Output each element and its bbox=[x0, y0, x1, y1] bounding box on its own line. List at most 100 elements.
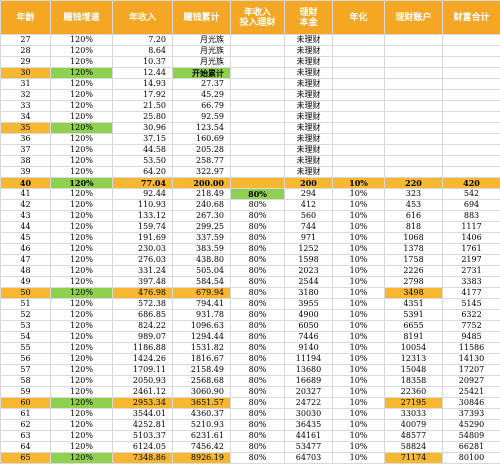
cell-invest[interactable]: 80% bbox=[231, 244, 285, 255]
cell-age[interactable]: 37 bbox=[1, 145, 51, 156]
cell-income[interactable]: 2050.93 bbox=[113, 376, 173, 387]
cell-rate[interactable]: 10% bbox=[333, 409, 385, 420]
cell-income[interactable]: 7348.86 bbox=[113, 453, 173, 464]
cell-invest[interactable]: 80% bbox=[231, 288, 285, 299]
cell-invest[interactable] bbox=[231, 35, 285, 46]
cell-invest[interactable] bbox=[231, 156, 285, 167]
cell-principal[interactable]: 未理财 bbox=[285, 167, 333, 178]
cell-cumulative[interactable]: 337.59 bbox=[173, 233, 231, 244]
cell-age[interactable]: 63 bbox=[1, 431, 51, 442]
cell-cumulative[interactable]: 月光族 bbox=[173, 46, 231, 57]
cell-rate[interactable]: 10% bbox=[333, 222, 385, 233]
cell-rate[interactable] bbox=[333, 134, 385, 145]
cell-wealth[interactable]: 1117 bbox=[443, 222, 500, 233]
cell-rate[interactable]: 10% bbox=[333, 299, 385, 310]
cell-wealth[interactable]: 9485 bbox=[443, 332, 500, 343]
cell-income[interactable]: 64.20 bbox=[113, 167, 173, 178]
cell-growth[interactable]: 120% bbox=[51, 79, 113, 90]
cell-principal[interactable]: 未理财 bbox=[285, 35, 333, 46]
cell-cumulative[interactable]: 8926.19 bbox=[173, 453, 231, 464]
cell-wealth[interactable]: 2731 bbox=[443, 266, 500, 277]
cell-account[interactable]: 1758 bbox=[385, 255, 443, 266]
cell-account[interactable] bbox=[385, 134, 443, 145]
cell-principal[interactable]: 30030 bbox=[285, 409, 333, 420]
cell-principal[interactable]: 未理财 bbox=[285, 57, 333, 68]
cell-invest[interactable]: 80% bbox=[231, 442, 285, 453]
cell-age[interactable]: 32 bbox=[1, 90, 51, 101]
cell-invest[interactable]: 80% bbox=[231, 387, 285, 398]
cell-age[interactable]: 43 bbox=[1, 211, 51, 222]
cell-principal[interactable]: 744 bbox=[285, 222, 333, 233]
cell-income[interactable]: 476.98 bbox=[113, 288, 173, 299]
cell-growth[interactable]: 120% bbox=[51, 332, 113, 343]
cell-income[interactable]: 824.22 bbox=[113, 321, 173, 332]
cell-growth[interactable]: 120% bbox=[51, 90, 113, 101]
cell-age[interactable]: 41 bbox=[1, 189, 51, 200]
cell-income[interactable]: 133.12 bbox=[113, 211, 173, 222]
cell-wealth[interactable]: 7752 bbox=[443, 321, 500, 332]
cell-principal[interactable]: 36435 bbox=[285, 420, 333, 431]
cell-cumulative[interactable]: 92.59 bbox=[173, 112, 231, 123]
cell-principal[interactable]: 未理财 bbox=[285, 145, 333, 156]
cell-age[interactable]: 60 bbox=[1, 398, 51, 409]
cell-wealth[interactable]: 30846 bbox=[443, 398, 500, 409]
cell-growth[interactable]: 120% bbox=[51, 409, 113, 420]
cell-income[interactable]: 7.20 bbox=[113, 35, 173, 46]
cell-cumulative[interactable]: 240.68 bbox=[173, 200, 231, 211]
cell-invest[interactable] bbox=[231, 57, 285, 68]
header-cumulative[interactable]: 赚钱累计 bbox=[173, 1, 231, 35]
cell-principal[interactable]: 未理财 bbox=[285, 134, 333, 145]
cell-account[interactable]: 3498 bbox=[385, 288, 443, 299]
cell-cumulative[interactable]: 2568.68 bbox=[173, 376, 231, 387]
cell-rate[interactable]: 10% bbox=[333, 431, 385, 442]
cell-wealth[interactable]: 542 bbox=[443, 189, 500, 200]
cell-cumulative[interactable]: 200.00 bbox=[173, 178, 231, 189]
cell-account[interactable]: 818 bbox=[385, 222, 443, 233]
cell-invest[interactable] bbox=[231, 101, 285, 112]
cell-invest[interactable]: 80% bbox=[231, 277, 285, 288]
cell-growth[interactable]: 120% bbox=[51, 167, 113, 178]
cell-principal[interactable]: 未理财 bbox=[285, 46, 333, 57]
cell-wealth[interactable]: 45290 bbox=[443, 420, 500, 431]
cell-cumulative[interactable]: 794.41 bbox=[173, 299, 231, 310]
cell-rate[interactable]: 10% bbox=[333, 321, 385, 332]
cell-principal[interactable]: 6050 bbox=[285, 321, 333, 332]
cell-account[interactable]: 58824 bbox=[385, 442, 443, 453]
cell-growth[interactable]: 120% bbox=[51, 211, 113, 222]
cell-invest[interactable] bbox=[231, 68, 285, 79]
cell-account[interactable] bbox=[385, 35, 443, 46]
cell-age[interactable]: 59 bbox=[1, 387, 51, 398]
cell-income[interactable]: 331.24 bbox=[113, 266, 173, 277]
cell-age[interactable]: 50 bbox=[1, 288, 51, 299]
cell-cumulative[interactable]: 205.28 bbox=[173, 145, 231, 156]
cell-wealth[interactable] bbox=[443, 123, 500, 134]
cell-growth[interactable]: 120% bbox=[51, 145, 113, 156]
cell-rate[interactable]: 10% bbox=[333, 310, 385, 321]
cell-cumulative[interactable]: 438.80 bbox=[173, 255, 231, 266]
cell-principal[interactable]: 未理财 bbox=[285, 101, 333, 112]
cell-invest[interactable]: 80% bbox=[231, 233, 285, 244]
cell-principal[interactable]: 412 bbox=[285, 200, 333, 211]
cell-cumulative[interactable]: 月光族 bbox=[173, 35, 231, 46]
cell-account[interactable] bbox=[385, 46, 443, 57]
cell-age[interactable]: 42 bbox=[1, 200, 51, 211]
cell-age[interactable]: 52 bbox=[1, 310, 51, 321]
cell-age[interactable]: 65 bbox=[1, 453, 51, 464]
cell-growth[interactable]: 120% bbox=[51, 178, 113, 189]
cell-wealth[interactable]: 6322 bbox=[443, 310, 500, 321]
header-income[interactable]: 年收入 bbox=[113, 1, 173, 35]
cell-age[interactable]: 34 bbox=[1, 112, 51, 123]
cell-growth[interactable]: 120% bbox=[51, 321, 113, 332]
header-principal[interactable]: 理财本金 bbox=[285, 1, 333, 35]
cell-account[interactable]: 4351 bbox=[385, 299, 443, 310]
cell-rate[interactable]: 10% bbox=[333, 244, 385, 255]
cell-income[interactable]: 30.96 bbox=[113, 123, 173, 134]
cell-cumulative[interactable]: 123.54 bbox=[173, 123, 231, 134]
cell-growth[interactable]: 120% bbox=[51, 101, 113, 112]
cell-principal[interactable]: 971 bbox=[285, 233, 333, 244]
cell-age[interactable]: 54 bbox=[1, 332, 51, 343]
cell-principal[interactable]: 11194 bbox=[285, 354, 333, 365]
cell-cumulative[interactable]: 月光族 bbox=[173, 57, 231, 68]
cell-cumulative[interactable]: 383.59 bbox=[173, 244, 231, 255]
cell-principal[interactable]: 4900 bbox=[285, 310, 333, 321]
